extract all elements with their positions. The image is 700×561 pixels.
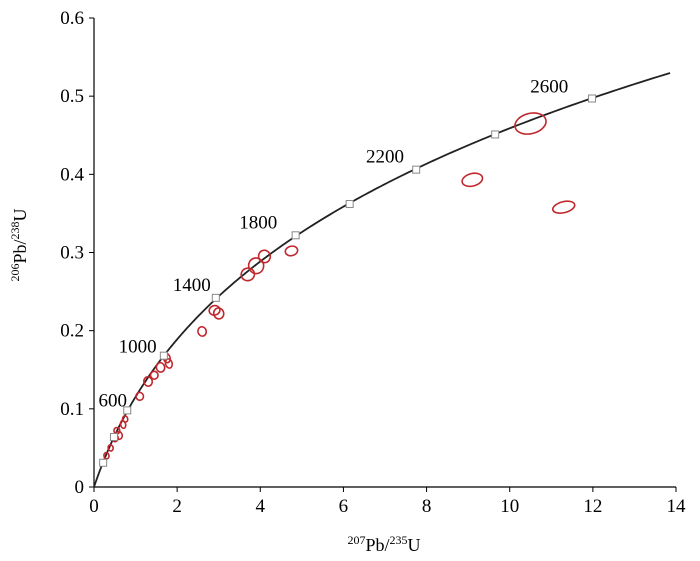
analysis-ellipse <box>247 257 265 275</box>
age-label: 600 <box>98 390 127 411</box>
age-marker <box>109 432 118 441</box>
analysis-ellipses <box>103 112 576 460</box>
analysis-ellipse <box>551 200 576 214</box>
x-tick-label: 6 <box>339 496 349 517</box>
age-marker <box>123 406 132 415</box>
analysis-ellipse <box>197 325 208 337</box>
analysis-ellipse <box>164 358 174 369</box>
x-tick-label: 12 <box>583 496 602 517</box>
x-tick-label: 0 <box>89 496 99 517</box>
y-tick-label: 0.2 <box>60 321 84 342</box>
age-label: 1400 <box>173 275 211 296</box>
age-marker <box>588 94 597 103</box>
analysis-ellipse <box>240 267 256 282</box>
age-marker <box>291 231 300 240</box>
age-label: 2600 <box>530 76 568 97</box>
y-tick-label: 0 <box>75 477 85 498</box>
age-label: 2200 <box>366 147 404 168</box>
y-tick-label: 0.3 <box>60 243 84 264</box>
x-axis-title: 207Pb/235U <box>347 533 420 555</box>
age-labels: 600 1000 1400 1800 2200 2600 <box>98 76 568 411</box>
analysis-ellipse <box>121 415 129 423</box>
y-tick-label: 0.4 <box>60 164 84 185</box>
age-markers <box>99 94 597 467</box>
age-label: 1000 <box>119 337 157 358</box>
analysis-ellipse <box>155 361 166 373</box>
y-axis-title: 206Pb/238U <box>8 208 30 281</box>
analysis-ellipse <box>107 444 114 452</box>
y-tick-label: 0.5 <box>60 86 84 107</box>
age-marker <box>211 293 220 302</box>
axes: 0 2 4 6 8 10 12 14 0 0.1 0.2 0.3 0.4 0.5 0.6 <box>60 8 686 517</box>
x-tick-label: 14 <box>667 496 687 517</box>
age-marker <box>491 130 500 139</box>
concordia-curve <box>93 72 671 488</box>
analysis-ellipse <box>284 245 299 257</box>
x-tick-label: 2 <box>172 496 182 517</box>
analysis-ellipse <box>149 370 159 380</box>
concordia-curve-layer <box>93 72 671 488</box>
analysis-ellipse <box>135 391 145 402</box>
x-tick-label: 10 <box>500 496 519 517</box>
analysis-ellipse <box>143 376 154 387</box>
x-tick-label: 4 <box>256 496 266 517</box>
analysis-ellipse <box>212 307 225 320</box>
age-marker <box>412 165 421 174</box>
age-label: 1800 <box>239 212 277 233</box>
y-tick-label: 0.1 <box>60 399 84 420</box>
x-tick-label: 8 <box>422 496 432 517</box>
analysis-ellipse <box>103 451 110 460</box>
analysis-ellipse <box>514 112 547 135</box>
analysis-ellipse <box>257 249 272 264</box>
age-marker <box>345 200 354 209</box>
y-tick-label: 0.6 <box>60 8 84 29</box>
age-marker <box>99 458 108 467</box>
age-marker <box>159 351 168 360</box>
analysis-ellipse <box>461 172 484 188</box>
analysis-ellipse <box>119 419 127 430</box>
